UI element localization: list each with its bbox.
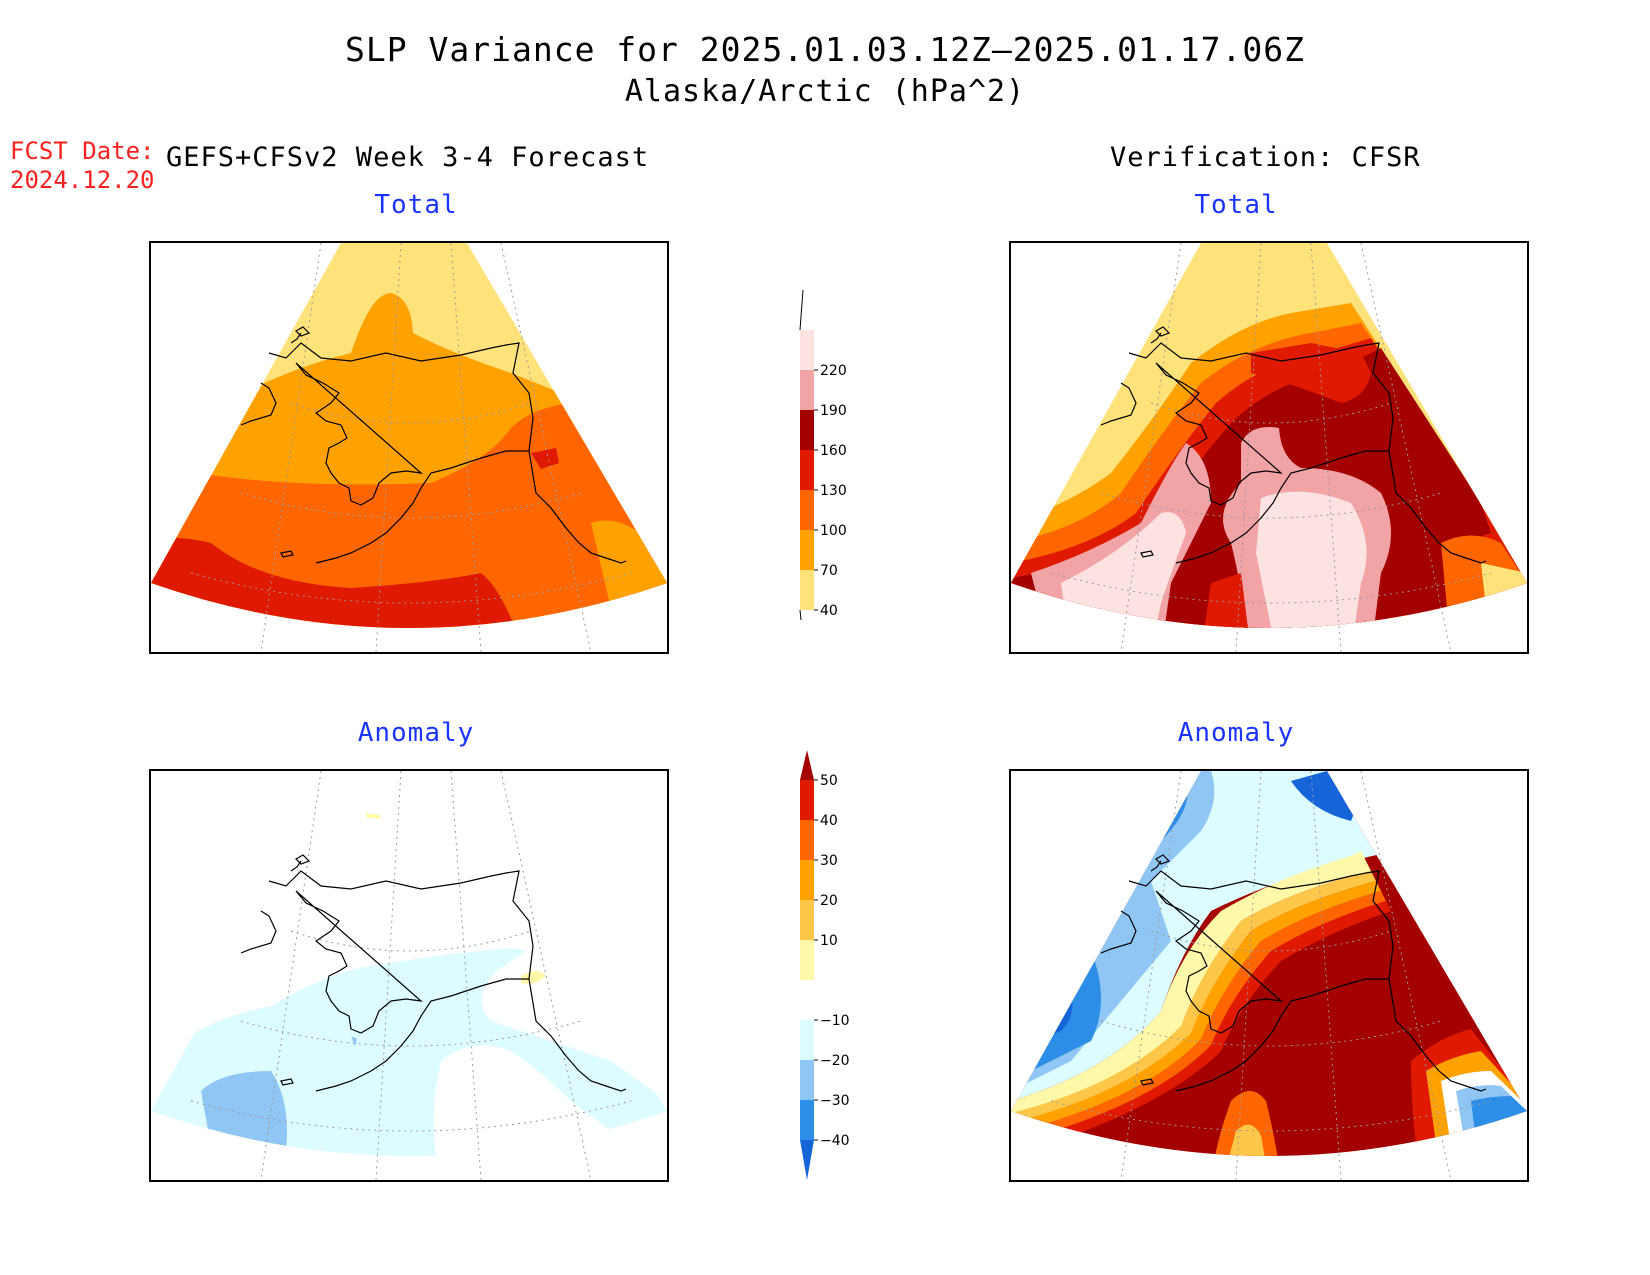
colorbar-swatch [800,330,814,370]
verification-total-map [1009,241,1529,654]
graticule-lines [190,243,632,652]
colorbar-tick-label: −10 [820,1013,850,1029]
forecast-total-title: Total [374,190,458,220]
variance-100-130-southeast [1441,535,1527,628]
colorbar-tick-label: 160 [820,443,847,459]
verification-anomaly-title: Anomaly [1177,718,1295,748]
variance-220-plus-center [1256,491,1367,628]
colorbar-bottom-cap [799,609,802,620]
colorbar-tick-label: −20 [820,1053,850,1069]
colorbar-top-cap [800,750,814,780]
forecast-heading: GEFS+CFSv2 Week 3-4 Forecast [166,142,650,173]
colorbar-swatch [800,860,814,900]
colorbar-swatch [800,370,814,410]
fcst-date-value: 2024.12.20 [10,166,155,194]
colorbar-tick-label: 190 [820,403,847,419]
fcst-date-label: FCST Date: [10,137,155,165]
anomaly-minus20-spot [351,1036,357,1046]
island-outlines [280,854,311,1086]
verification-anomaly-map [1009,769,1529,1182]
colorbar-swatch [800,530,814,570]
island-outlines [1140,326,1171,558]
colorbar-swatch [800,410,814,450]
colorbar-swatch [800,780,814,820]
anomaly-minus20-region [201,1071,287,1151]
alaska-coastline [268,342,627,564]
colorbar-swatch [800,570,814,610]
colorbar-tick-label: 220 [820,363,847,379]
colorbar-tick-label: 130 [820,483,847,499]
anomaly-plus10-spot [521,971,546,984]
graticule-lines [1050,771,1492,1180]
forecast-anomaly-map [149,769,669,1182]
forecast-total-map [149,241,669,654]
colorbar-swatch [800,820,814,860]
verification-heading: Verification: CFSR [1110,142,1421,173]
colorbar-tick-label: 20 [820,893,838,909]
colorbar-tick-label: 70 [820,563,838,579]
colorbar-bottom-cap [800,1140,814,1180]
anomaly-plus10-band [1011,851,1371,1116]
anomaly-plus20-band [1011,871,1376,1126]
colorbar-tick-label: 100 [820,523,847,539]
colorbar-tick-label: 40 [820,603,838,619]
variance-130-160-spot [531,448,559,469]
variance-130-160-pocket [1251,343,1371,403]
colorbar-swatch [800,490,814,530]
figure-subtitle: Alaska/Arctic (hPa^2) [624,74,1026,109]
colorbar-tick-label: 10 [820,933,838,949]
anomaly-plus10-north [366,813,381,819]
anomaly-minus30-southeast [1471,1096,1527,1156]
verification-total-title: Total [1194,190,1278,220]
island-outlines [280,326,311,558]
colorbar-tick-label: 30 [820,853,838,869]
island-outlines [1140,854,1171,1086]
variance-40-70-southeast [1481,563,1527,628]
total-colorbar: 40 70 100 130 160 190 220 [799,289,847,620]
colorbar-swatch [800,980,814,1020]
colorbar-swatch [800,940,814,980]
colorbar-swatch [800,1020,814,1060]
alaska-coastline [1128,342,1487,564]
anomaly-colorbar: −40−30−20−10102030405060 [800,750,850,1180]
colorbar-swatch [800,1100,814,1140]
graticule-lines [1050,243,1492,652]
figure-title: SLP Variance for 2025.01.03.12Z–2025.01.… [345,30,1305,69]
colorbar-tick-label: 40 [820,813,838,829]
colorbar-top-cap [799,289,804,331]
colorbar-swatch [800,450,814,490]
alaska-coastline [1128,870,1487,1092]
colorbar-tick-label: −40 [820,1133,850,1149]
anomaly-plus10-south [1237,1156,1263,1180]
alaska-coastline [268,870,627,1092]
variance-130-160-south [1201,573,1251,628]
colorbar-tick-label: 50 [820,773,838,789]
graticule-lines [190,771,632,1180]
anomaly-plus20-south [1223,1124,1269,1156]
colorbar-swatch [800,900,814,940]
colorbar-swatch [800,1060,814,1100]
forecast-anomaly-title: Anomaly [357,718,475,748]
colorbar-tick-label: −30 [820,1093,850,1109]
